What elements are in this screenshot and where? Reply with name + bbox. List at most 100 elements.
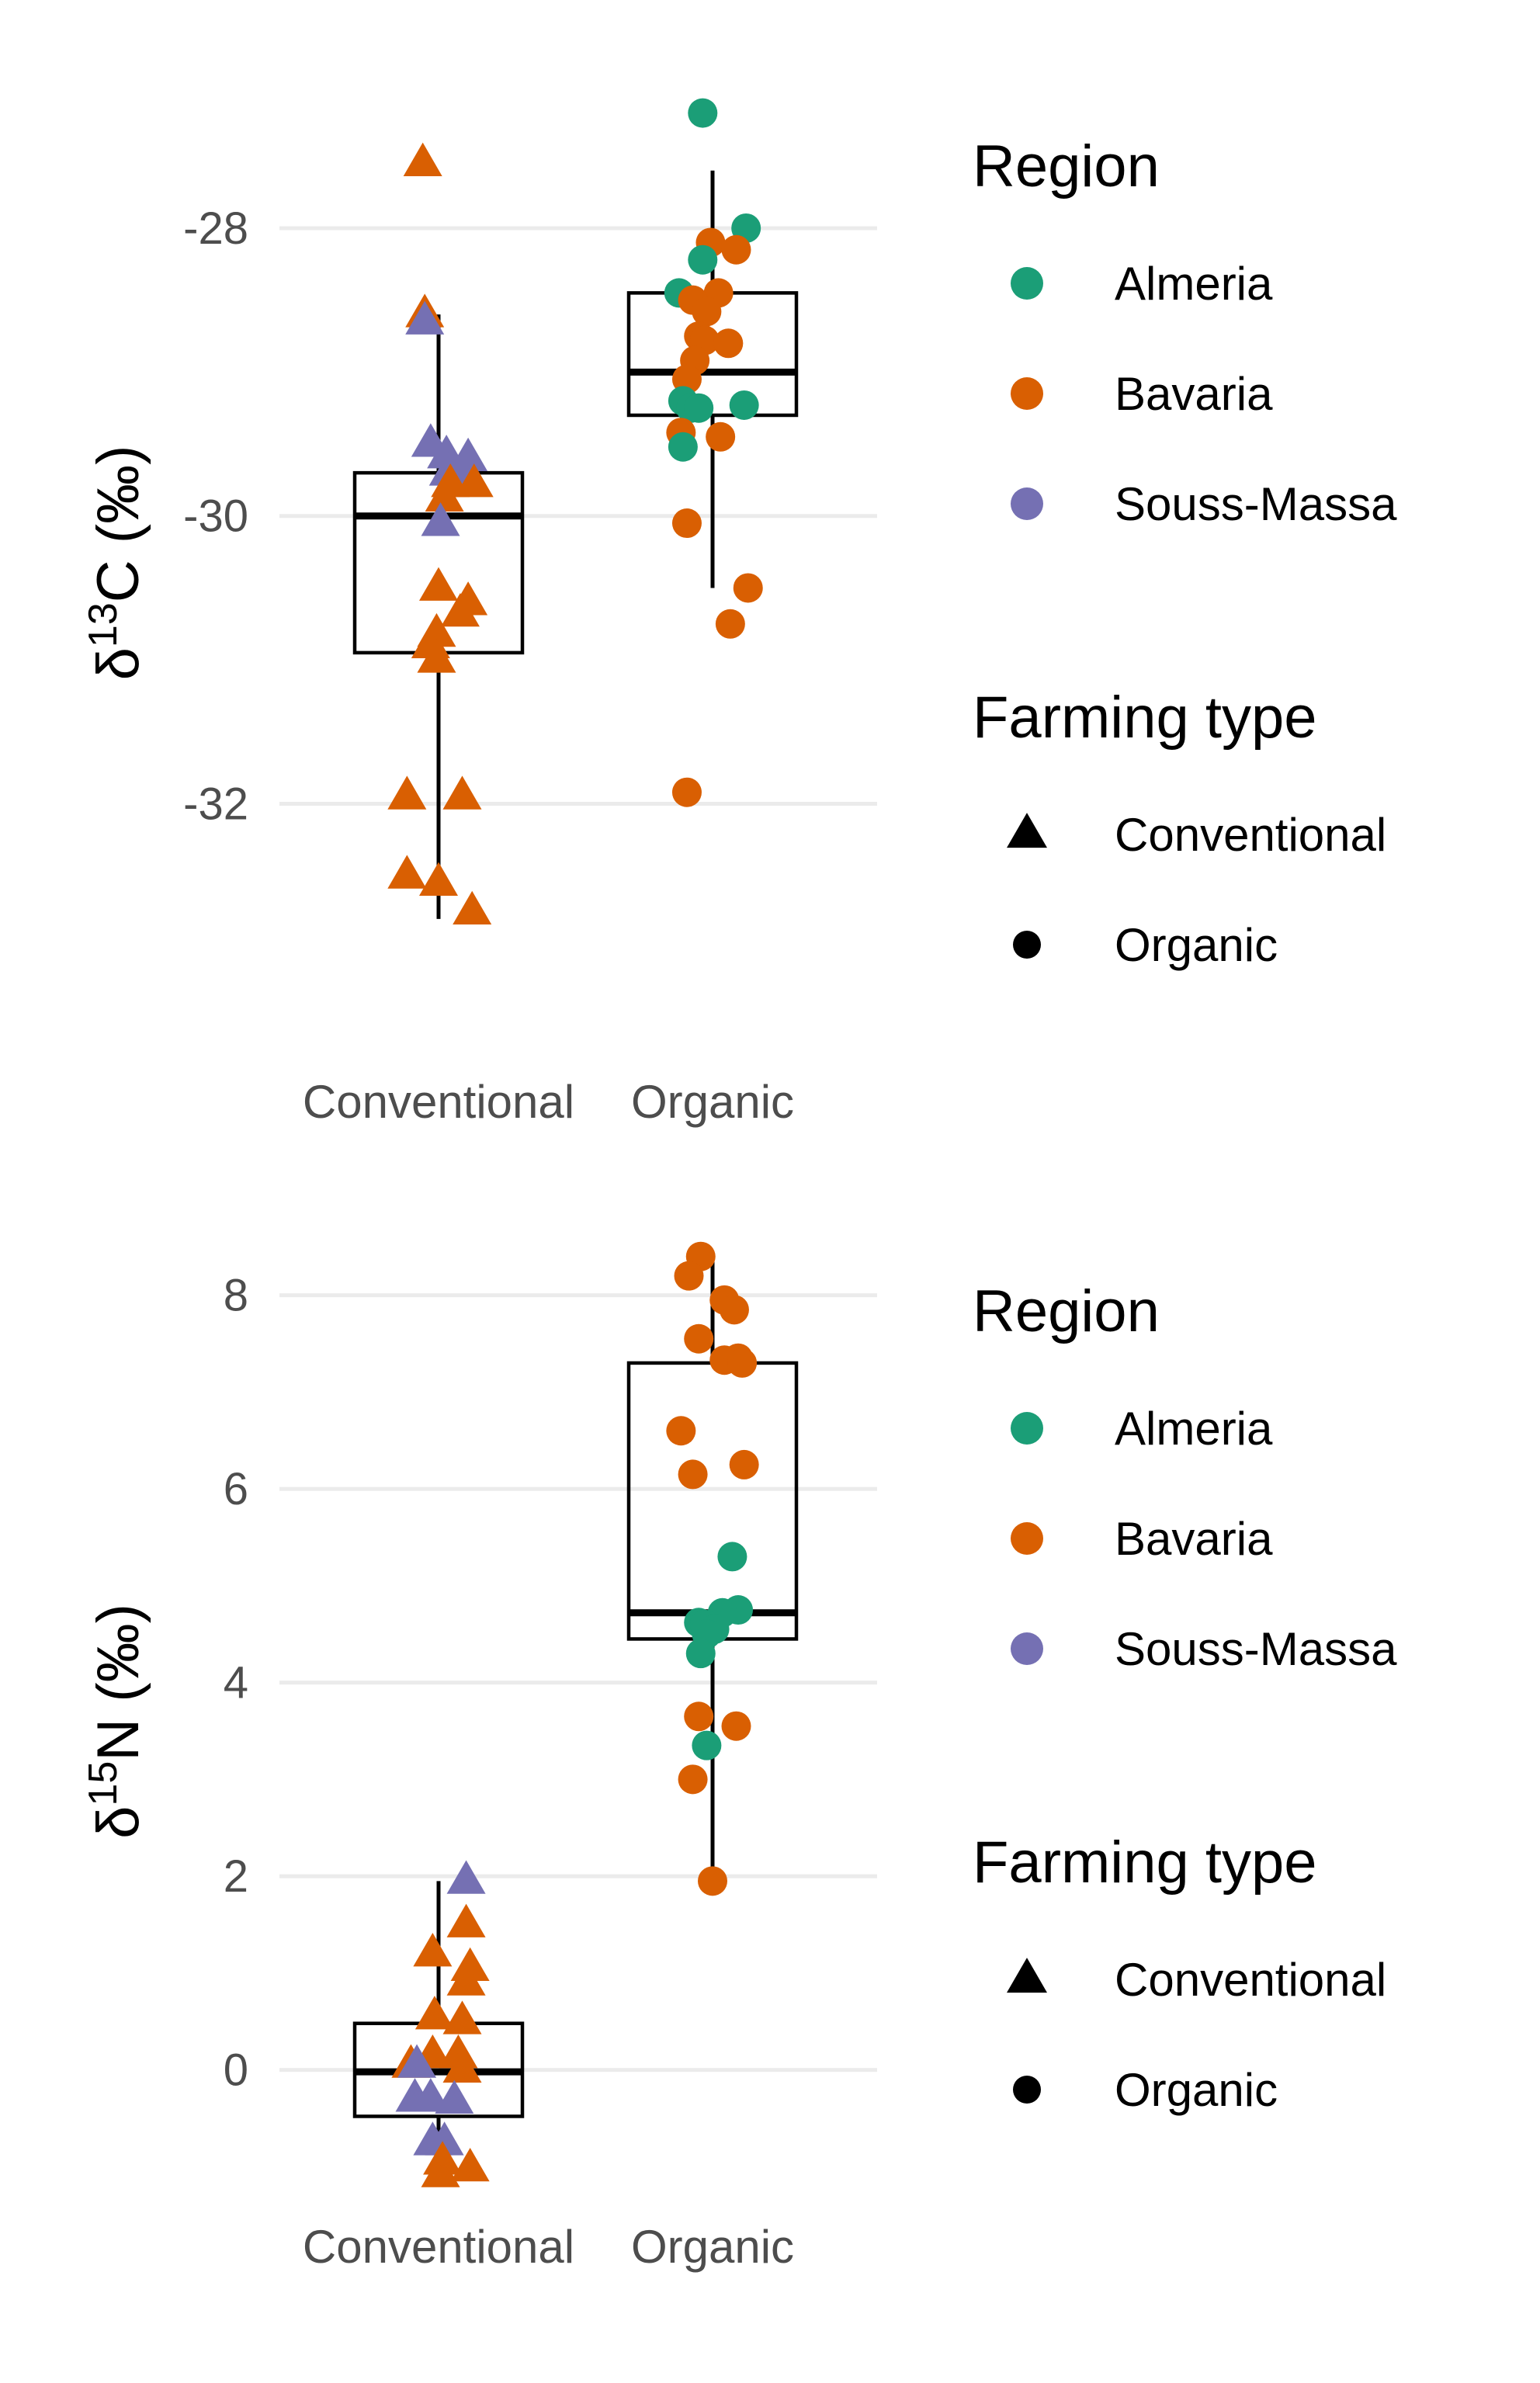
point-triangle — [417, 639, 456, 673]
point-circle — [717, 1542, 747, 1572]
y-title-element: C — [85, 560, 151, 602]
data-points — [391, 1241, 759, 2187]
point-circle — [733, 573, 763, 603]
y-tick-label: 8 — [224, 1271, 248, 1321]
point-circle — [668, 432, 698, 462]
y-title-unit: (‰) — [85, 446, 151, 560]
legend-title-region: Region — [973, 134, 1160, 199]
point-circle — [721, 1711, 751, 1741]
point-triangle — [421, 502, 460, 536]
point-circle — [671, 508, 702, 539]
x-tick-label: Organic — [631, 1076, 794, 1128]
point-circle — [729, 1449, 759, 1479]
point-triangle — [397, 2044, 437, 2078]
point-triangle — [446, 1860, 486, 1894]
point-circle — [688, 245, 718, 275]
legend-1: Region Almeria Bavaria Souss-Massa Farming t… — [973, 134, 1397, 971]
legend-key-circle — [1011, 1522, 1043, 1555]
point-triangle — [446, 1962, 486, 1996]
legend-label-region: Bavaria — [1115, 1513, 1273, 1565]
point-triangle — [454, 463, 494, 498]
point-triangle — [403, 142, 442, 176]
legend-triangle-icon — [1007, 1958, 1047, 1993]
point-circle — [692, 297, 722, 327]
point-circle — [671, 777, 702, 807]
point-circle — [692, 1730, 722, 1760]
legend-key-circle — [1011, 1412, 1043, 1445]
point-triangle — [419, 567, 458, 601]
legend-label-region: Almeria — [1115, 1403, 1273, 1455]
y-tick-label: 4 — [224, 1658, 248, 1708]
x-tick-label: Organic — [631, 2221, 794, 2273]
point-triangle — [435, 2079, 474, 2114]
point-triangle — [453, 890, 492, 925]
legend-key-circle — [1011, 1632, 1043, 1665]
y-tick-label: 6 — [224, 1464, 248, 1514]
point-triangle — [442, 775, 482, 810]
point-circle — [719, 1295, 749, 1325]
legend-label-region: Souss-Massa — [1115, 1623, 1397, 1675]
point-circle — [678, 1459, 708, 1490]
point-circle — [684, 1323, 714, 1354]
point-triangle — [421, 2153, 460, 2187]
point-triangle — [425, 477, 464, 512]
point-triangle — [387, 775, 427, 810]
point-circle — [721, 234, 751, 265]
point-circle — [674, 1261, 704, 1291]
point-circle — [713, 328, 744, 359]
point-circle — [688, 98, 718, 128]
y-tick-label: 0 — [224, 2045, 248, 2096]
legend-2: Region Almeria Bavaria Souss-Massa Farming t… — [973, 1278, 1397, 2116]
legend-title-type: Farming type — [973, 685, 1317, 751]
legend-key-circle — [1011, 377, 1043, 410]
point-circle — [684, 393, 714, 423]
legend-label-type: Conventional — [1115, 1954, 1386, 2006]
y-title-delta: δ — [85, 647, 151, 680]
point-circle — [685, 1639, 716, 1669]
point-circle — [729, 390, 759, 420]
point-triangle — [413, 1933, 453, 1967]
y-title-element: N — [85, 1719, 151, 1761]
y-axis-title: δ15N (‰) — [81, 1604, 151, 1839]
data-points — [387, 98, 763, 925]
point-circle — [727, 1348, 758, 1378]
point-triangle — [446, 1903, 486, 1937]
y-tick-label: -30 — [183, 491, 248, 542]
point-triangle — [414, 1996, 454, 2030]
panel-1: -28 -30 -32 Conventional Organic δ13C (‰) — [81, 98, 877, 1128]
point-triangle — [387, 855, 427, 889]
panel-2: 8 6 4 2 0 Conventional Organic δ15N (‰) — [81, 1241, 877, 2273]
legend-key-circle — [1011, 487, 1043, 520]
y-tick-label: 2 — [224, 1851, 248, 1902]
point-triangle — [411, 2078, 450, 2112]
y-title-unit: (‰) — [85, 1604, 151, 1719]
legend-circle-icon — [1013, 2076, 1041, 2104]
point-triangle — [419, 862, 458, 896]
point-triangle — [442, 2048, 482, 2083]
y-title-isotope: 13 — [81, 602, 126, 647]
legend-circle-icon — [1013, 931, 1041, 959]
point-circle — [666, 1416, 696, 1446]
point-triangle — [450, 2147, 490, 2182]
point-circle — [715, 609, 745, 639]
y-axis-title: δ13C (‰) — [81, 446, 151, 681]
y-title-delta: δ — [85, 1806, 151, 1839]
point-circle — [684, 1701, 714, 1732]
point-triangle — [405, 300, 445, 335]
y-tick-label: -32 — [183, 779, 248, 830]
x-tick-label: Conventional — [303, 1076, 574, 1128]
legend-title-region: Region — [973, 1278, 1160, 1344]
legend-label-region: Almeria — [1115, 258, 1273, 310]
point-triangle — [440, 592, 480, 627]
legend-label-region: Bavaria — [1115, 368, 1273, 420]
point-circle — [698, 1866, 727, 1896]
box-iqr — [626, 1361, 799, 1641]
legend-label-type: Organic — [1115, 2064, 1278, 2116]
legend-title-type: Farming type — [973, 1830, 1317, 1896]
point-triangle — [442, 2000, 482, 2034]
legend-key-circle — [1011, 267, 1043, 300]
point-circle — [706, 421, 736, 452]
legend-label-type: Conventional — [1115, 809, 1386, 861]
